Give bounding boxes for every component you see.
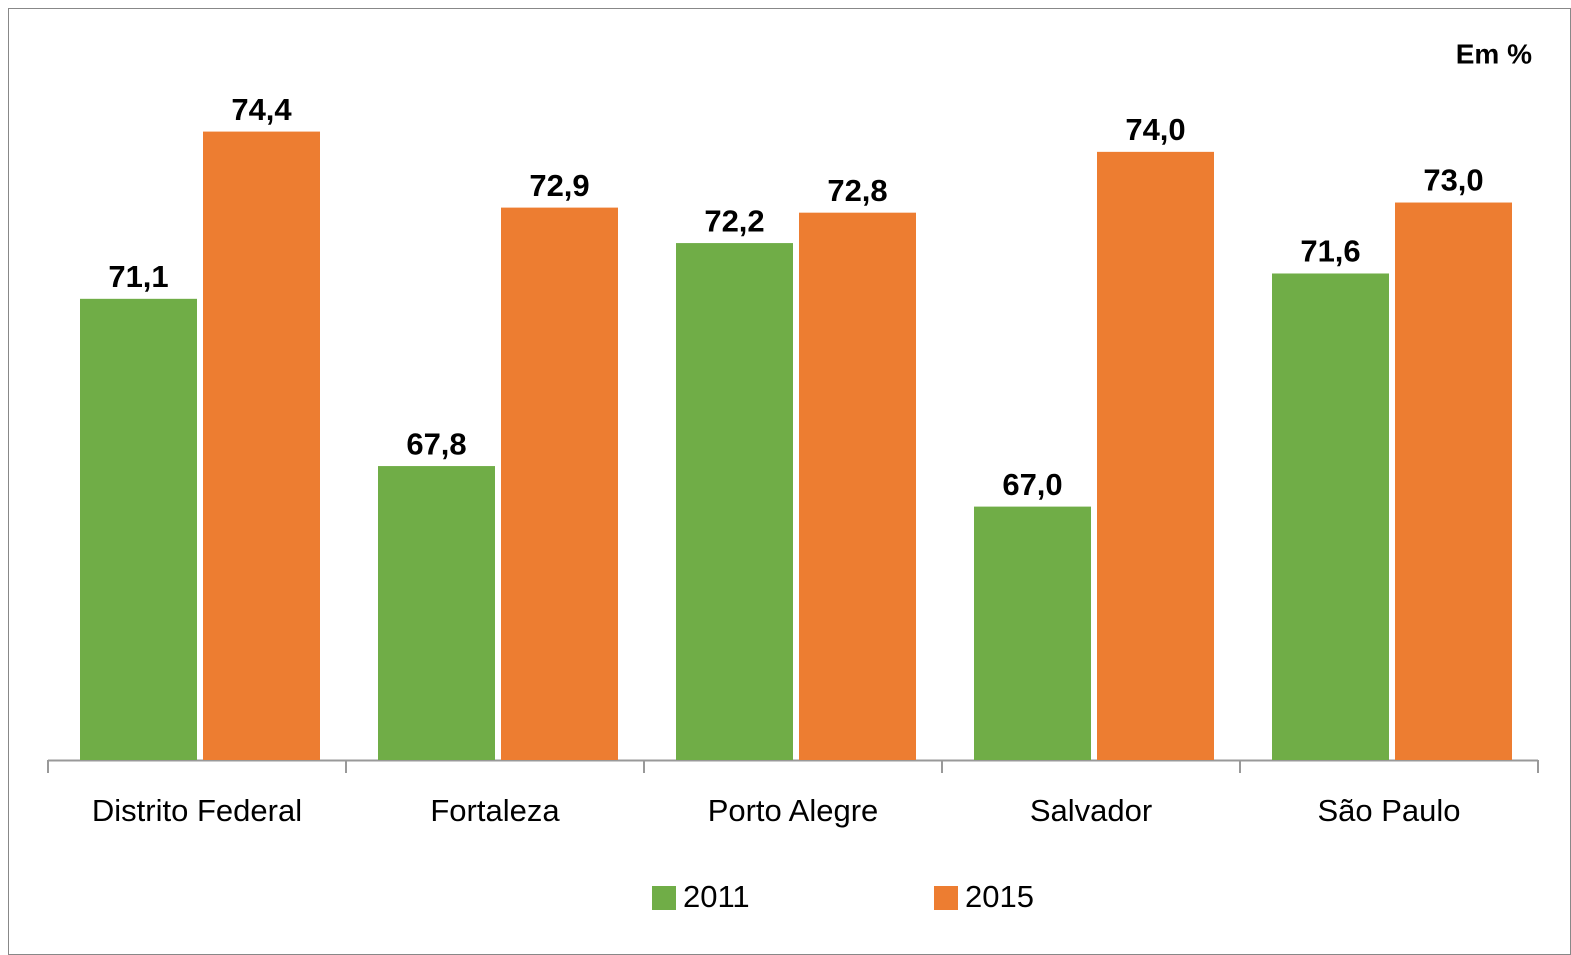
x-tick-label: São Paulo xyxy=(1317,793,1460,828)
legend-label: 2015 xyxy=(965,879,1034,914)
x-tick-label: Salvador xyxy=(1030,793,1152,828)
legend-swatch xyxy=(934,886,958,910)
legend-swatch xyxy=(652,886,676,910)
x-tick-label: Porto Alegre xyxy=(708,793,879,828)
value-label: 67,0 xyxy=(1002,467,1062,502)
bar xyxy=(1272,273,1389,760)
value-label: 72,8 xyxy=(827,173,887,208)
value-label: 72,2 xyxy=(704,203,764,238)
bar xyxy=(378,466,495,760)
unit-note: Em % xyxy=(1456,38,1532,69)
value-label: 71,1 xyxy=(108,259,168,294)
bar xyxy=(799,212,916,760)
x-tick-label: Fortaleza xyxy=(430,793,560,828)
value-label: 71,6 xyxy=(1300,234,1360,269)
value-label: 67,8 xyxy=(406,426,466,461)
value-label: 74,4 xyxy=(231,92,292,127)
bar xyxy=(501,207,618,760)
value-label: 73,0 xyxy=(1423,163,1483,198)
value-label: 72,9 xyxy=(529,168,589,203)
bar xyxy=(203,131,320,761)
legend-label: 2011 xyxy=(683,879,750,914)
bar xyxy=(676,243,793,761)
value-label: 74,0 xyxy=(1125,112,1185,147)
bar xyxy=(80,298,197,760)
bar xyxy=(974,506,1091,760)
bar xyxy=(1395,202,1512,761)
bar xyxy=(1097,151,1214,760)
x-tick-label: Distrito Federal xyxy=(92,793,302,828)
